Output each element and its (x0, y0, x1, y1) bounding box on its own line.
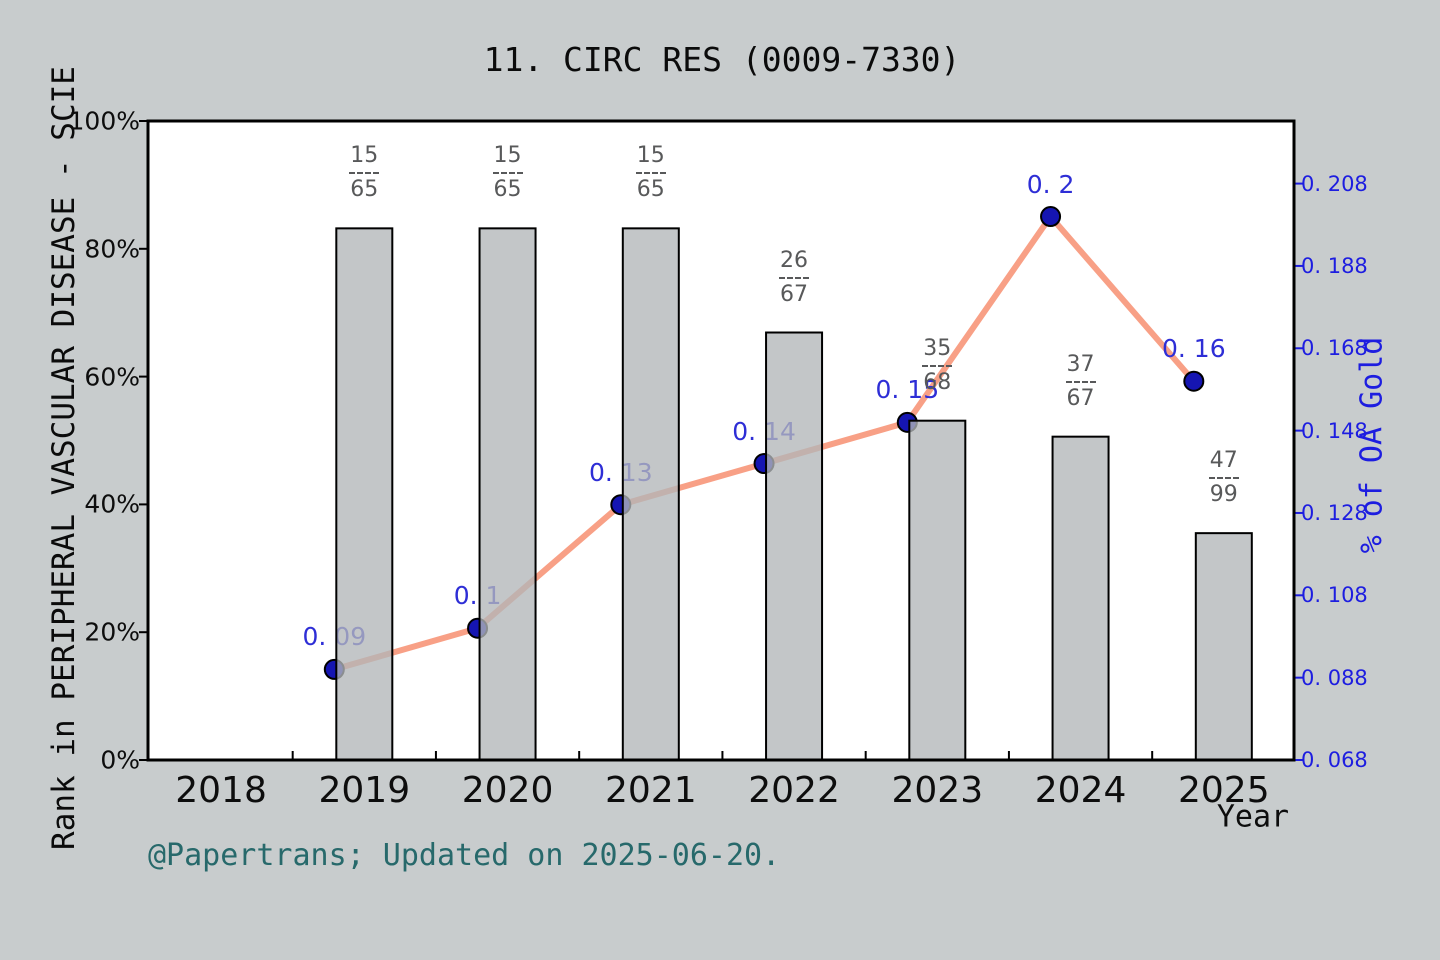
bar (765, 331, 824, 761)
bar (1194, 532, 1253, 762)
bar (621, 227, 680, 762)
bar (335, 227, 394, 762)
grid-frame (146, 119, 1296, 762)
bar (478, 227, 537, 762)
data-point-dot (1183, 370, 1205, 392)
bar (1051, 435, 1110, 761)
bar (908, 419, 967, 761)
data-point-dot (1040, 206, 1062, 228)
